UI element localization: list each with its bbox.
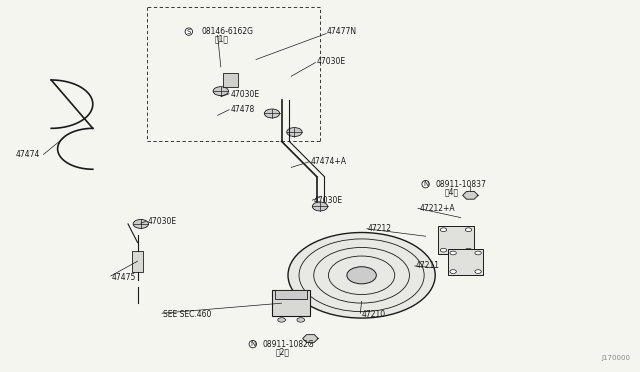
Text: 47030E: 47030E bbox=[147, 217, 177, 226]
Text: （2）: （2） bbox=[275, 347, 289, 356]
Polygon shape bbox=[463, 192, 478, 199]
Circle shape bbox=[278, 318, 285, 322]
Circle shape bbox=[450, 251, 456, 255]
Text: S: S bbox=[187, 29, 191, 35]
Text: 08146-6162G: 08146-6162G bbox=[202, 27, 253, 36]
Circle shape bbox=[440, 228, 447, 231]
Circle shape bbox=[213, 87, 228, 96]
Text: 08911-10837: 08911-10837 bbox=[435, 180, 486, 189]
Text: 47475: 47475 bbox=[112, 273, 136, 282]
Text: （1）: （1） bbox=[214, 35, 228, 44]
Circle shape bbox=[465, 228, 472, 231]
Text: 47474: 47474 bbox=[16, 150, 40, 159]
Text: 47030E: 47030E bbox=[314, 196, 343, 205]
Text: 47212+A: 47212+A bbox=[419, 204, 455, 213]
Text: N: N bbox=[250, 341, 255, 347]
Bar bbox=[223, 73, 238, 87]
Circle shape bbox=[475, 251, 481, 255]
Circle shape bbox=[465, 248, 472, 252]
Text: 47212: 47212 bbox=[368, 224, 392, 233]
Text: （4）: （4） bbox=[445, 187, 459, 196]
Circle shape bbox=[450, 270, 456, 273]
Circle shape bbox=[288, 232, 435, 318]
Bar bbox=[272, 290, 310, 316]
Text: 08911-1082G: 08911-1082G bbox=[262, 340, 314, 349]
Text: N: N bbox=[423, 181, 428, 187]
Circle shape bbox=[440, 248, 447, 252]
Circle shape bbox=[475, 270, 481, 273]
Bar bbox=[448, 249, 483, 275]
Text: J170000: J170000 bbox=[602, 355, 630, 361]
Text: SEE SEC.460: SEE SEC.460 bbox=[163, 310, 212, 319]
Bar bbox=[438, 226, 474, 254]
Circle shape bbox=[347, 267, 376, 284]
Text: 47030E: 47030E bbox=[317, 57, 346, 66]
Circle shape bbox=[287, 128, 302, 137]
Circle shape bbox=[312, 202, 328, 211]
Polygon shape bbox=[303, 335, 318, 342]
Circle shape bbox=[264, 109, 280, 118]
Text: 47477N: 47477N bbox=[326, 27, 356, 36]
Circle shape bbox=[133, 219, 148, 228]
Bar bbox=[132, 251, 143, 272]
Bar bbox=[275, 290, 307, 299]
Text: 47474+A: 47474+A bbox=[310, 157, 346, 166]
Text: 47478: 47478 bbox=[230, 105, 255, 114]
Text: 47030E: 47030E bbox=[230, 90, 260, 99]
Text: 47211: 47211 bbox=[416, 262, 440, 270]
Text: 47210: 47210 bbox=[362, 310, 386, 319]
Circle shape bbox=[297, 318, 305, 322]
